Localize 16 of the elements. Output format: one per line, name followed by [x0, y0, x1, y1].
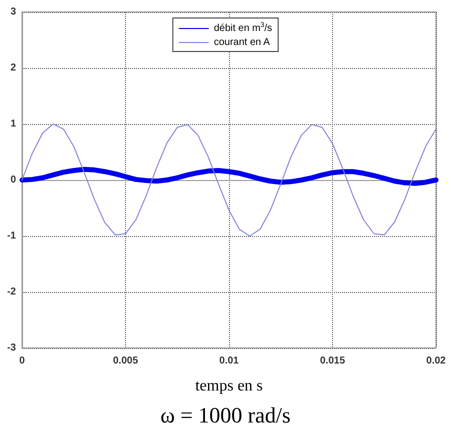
- x-tick-label: 0.01: [219, 356, 240, 366]
- x-tick-label: 0.005: [112, 356, 138, 366]
- x-tick-label: 0.02: [426, 356, 446, 366]
- legend-label: courant en A: [214, 37, 270, 48]
- y-tick-label: 2: [10, 62, 16, 74]
- y-tick-label: -3: [7, 342, 16, 354]
- y-tick-label: 1: [10, 118, 16, 130]
- x-tick-label: 0.015: [320, 356, 346, 366]
- text: ω = 1000 rad/s: [160, 402, 291, 428]
- y-tick-label: 3: [10, 6, 16, 18]
- y-tick-label: 0: [10, 174, 16, 186]
- y-tick-label: -2: [7, 286, 16, 298]
- x-axis-title: temps en s: [195, 378, 263, 394]
- y-tick-label: -1: [7, 230, 16, 242]
- x-tick-label: 0: [19, 356, 26, 366]
- line-series: [22, 124, 436, 236]
